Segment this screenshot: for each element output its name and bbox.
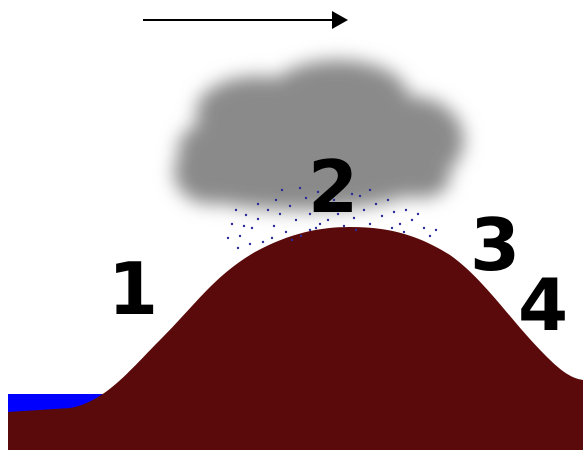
rain-dot	[380, 214, 384, 218]
rain-dot	[278, 212, 282, 216]
rain-dot	[428, 234, 432, 238]
rain-dot	[352, 216, 356, 220]
rain-dot	[342, 224, 346, 228]
rain-dot	[230, 222, 234, 226]
rain-dot	[290, 238, 294, 242]
rain-dot	[256, 217, 260, 221]
rain-dot	[238, 234, 242, 238]
rain-dot	[288, 204, 292, 208]
rain-dot	[236, 246, 240, 250]
label-4: 4	[518, 263, 568, 347]
rain-dot	[261, 240, 265, 244]
rain-dot	[308, 212, 312, 216]
rain-dot	[299, 234, 303, 238]
rain-dot	[336, 212, 340, 216]
rain-dot	[244, 213, 248, 217]
mountain	[8, 227, 583, 450]
rain-dot	[332, 198, 336, 202]
label-1: 1	[108, 247, 158, 331]
rain-dot	[402, 230, 406, 234]
rain-dot	[298, 186, 302, 190]
rain-dot	[314, 226, 318, 230]
rain-dot	[304, 196, 308, 200]
rain-dot	[362, 208, 366, 212]
rain-dot	[294, 218, 298, 222]
rain-dot	[398, 222, 402, 226]
rain-dot	[266, 208, 270, 212]
rain-dot	[284, 230, 288, 234]
rain-dot	[308, 228, 312, 232]
rain-dot	[346, 202, 350, 206]
rain-dot	[386, 198, 390, 202]
rain-dot	[350, 192, 354, 196]
rain-dot	[390, 226, 394, 230]
rain-dot	[354, 228, 358, 232]
rain-dot	[392, 210, 396, 214]
rain-dot	[242, 224, 246, 228]
rain-dot	[374, 202, 378, 206]
wind-arrow-icon	[143, 11, 348, 29]
rain-dot	[320, 204, 324, 208]
rain-dot	[422, 226, 426, 230]
label-2: 2	[308, 145, 358, 229]
rain-dot	[416, 212, 420, 216]
rain-dot	[272, 224, 276, 228]
cloud-icon	[174, 60, 464, 210]
rain-dot	[326, 218, 330, 222]
rain-dot	[270, 236, 274, 240]
rain-dot	[316, 190, 320, 194]
rain-dot	[368, 188, 372, 192]
rain-dot	[274, 198, 278, 202]
rain-dot	[410, 218, 414, 222]
rain-dot	[318, 222, 322, 226]
label-3: 3	[470, 203, 520, 287]
rain-dot	[368, 222, 372, 226]
rain-dots-icon	[226, 186, 438, 250]
rain-dot	[226, 236, 230, 240]
rain-dot	[280, 188, 284, 192]
rain-dot	[248, 242, 252, 246]
rain-dot	[256, 202, 260, 206]
rain-dot	[250, 226, 254, 230]
rain-dot	[234, 208, 238, 212]
rain-dot	[404, 208, 408, 212]
rain-dot	[358, 194, 362, 198]
rain-dot	[434, 228, 438, 232]
